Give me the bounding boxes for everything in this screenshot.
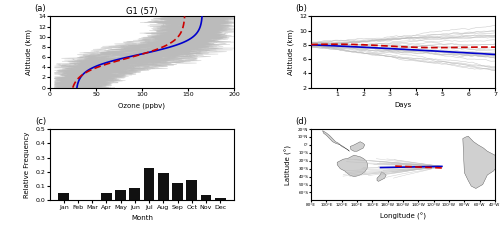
X-axis label: Ozone (ppbv): Ozone (ppbv) <box>118 102 166 109</box>
Polygon shape <box>463 136 499 188</box>
Y-axis label: Altitude (km): Altitude (km) <box>26 29 32 75</box>
Y-axis label: Relative Frequency: Relative Frequency <box>24 131 30 198</box>
Y-axis label: Altitude (km): Altitude (km) <box>287 29 294 75</box>
Bar <box>200 195 211 200</box>
Text: (d): (d) <box>296 117 308 126</box>
Text: (b): (b) <box>296 4 308 14</box>
Bar <box>186 180 197 200</box>
Bar <box>58 193 69 200</box>
Bar <box>215 198 226 200</box>
Title: G1 (57): G1 (57) <box>126 7 158 16</box>
Bar <box>130 188 140 200</box>
X-axis label: Days: Days <box>394 102 411 108</box>
Text: (c): (c) <box>35 117 46 126</box>
Polygon shape <box>322 131 349 151</box>
Bar <box>158 173 168 200</box>
Bar <box>101 193 112 200</box>
X-axis label: Longitude (°): Longitude (°) <box>380 213 426 220</box>
Bar <box>116 190 126 200</box>
Polygon shape <box>337 155 368 177</box>
Bar <box>144 168 154 200</box>
Bar <box>172 183 183 200</box>
Text: (a): (a) <box>34 4 46 14</box>
Polygon shape <box>350 142 364 151</box>
Polygon shape <box>377 172 386 181</box>
X-axis label: Month: Month <box>131 215 153 221</box>
Y-axis label: Latitude (°): Latitude (°) <box>285 145 292 185</box>
